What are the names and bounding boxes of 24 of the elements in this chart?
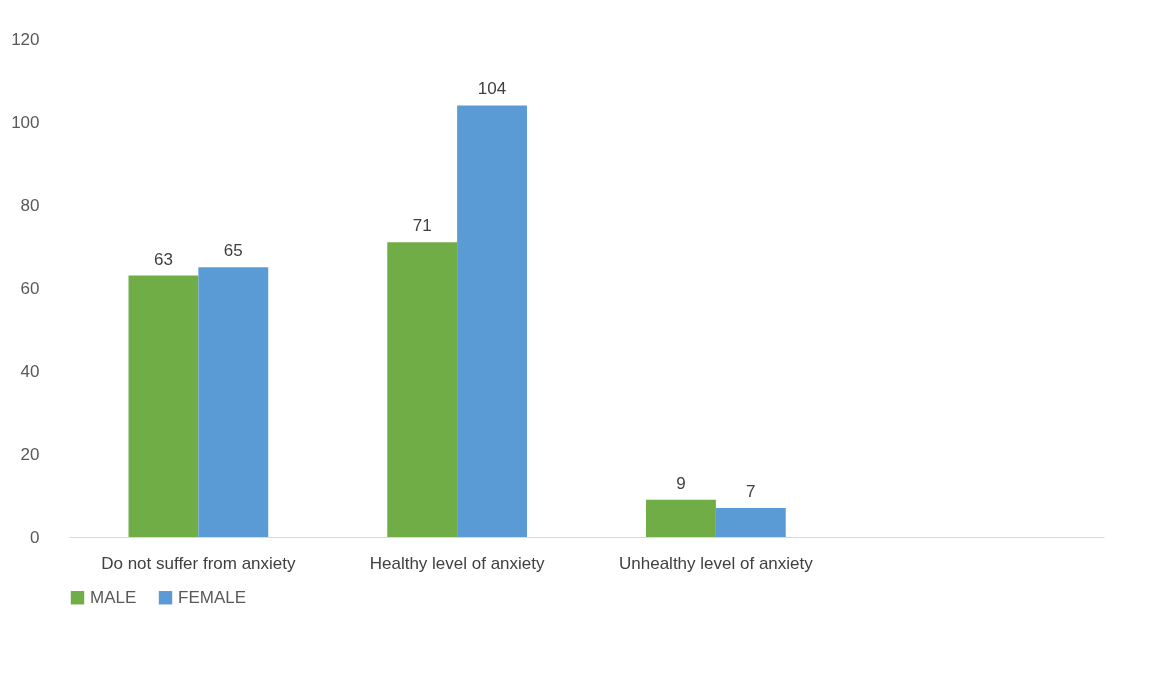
legend-label: FEMALE (178, 587, 247, 607)
y-tick-label: 0 (30, 527, 40, 547)
bar (646, 499, 716, 537)
y-tick-label: 20 (20, 444, 40, 464)
y-tick-label: 60 (20, 278, 40, 298)
data-label: 63 (153, 249, 173, 269)
y-tick-label: 120 (11, 29, 40, 49)
data-label: 9 (676, 473, 686, 493)
data-label: 7 (746, 481, 756, 501)
bar (198, 267, 269, 537)
data-label: 104 (477, 79, 507, 99)
bar (128, 275, 199, 537)
data-label: 71 (412, 216, 432, 236)
bar (715, 507, 786, 537)
y-tick-label: 40 (20, 361, 40, 381)
bar (387, 242, 458, 537)
x-tick-label: Do not suffer from anxiety (101, 553, 297, 573)
legend-label: MALE (90, 587, 137, 607)
x-tick-label: Unhealthy level of anxiety (619, 553, 814, 573)
bar (457, 105, 527, 537)
data-label: 65 (223, 241, 243, 261)
y-tick-label: 80 (20, 195, 40, 215)
y-tick-label: 100 (11, 112, 40, 132)
x-tick-label: Healthy level of anxiety (369, 553, 546, 573)
